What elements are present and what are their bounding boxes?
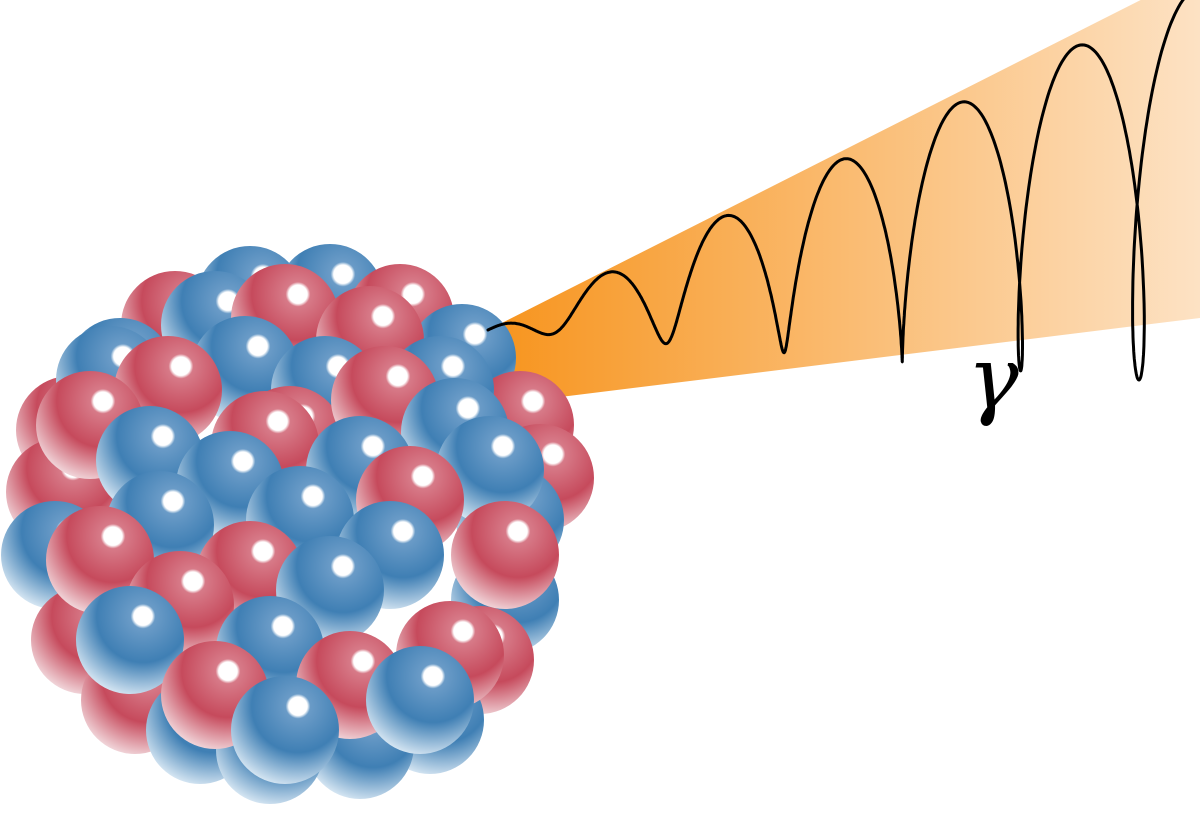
atomic-nucleus	[1, 244, 594, 804]
gamma-beam-cone	[488, 0, 1200, 402]
neutron-sphere	[366, 646, 474, 754]
gamma-wave	[486, 0, 1185, 382]
gamma-symbol-label: γ	[967, 329, 1019, 429]
neutron-sphere	[76, 586, 184, 694]
neutron-sphere	[231, 676, 339, 784]
proton-sphere	[451, 501, 559, 609]
